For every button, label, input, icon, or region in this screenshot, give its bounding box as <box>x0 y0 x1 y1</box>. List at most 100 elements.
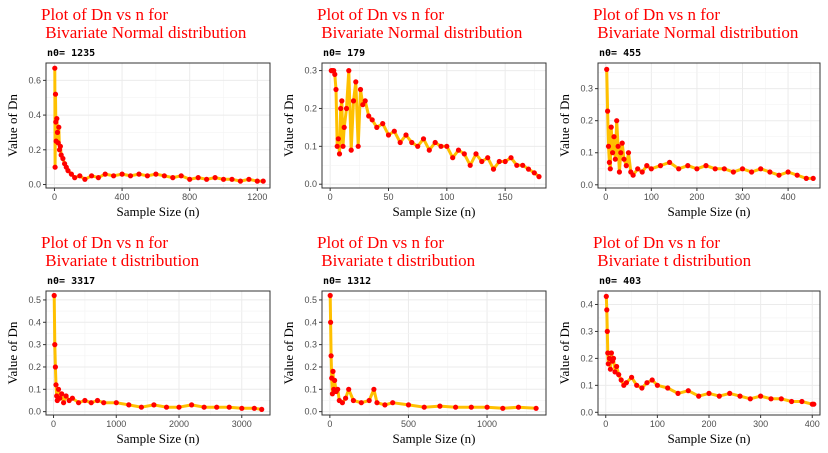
data-point <box>346 68 352 74</box>
x-tick-label: 0 <box>603 192 608 202</box>
data-point <box>178 173 184 179</box>
y-tick-label: 0.3 <box>580 326 593 336</box>
x-axis-title: Sample Size (n) <box>667 204 750 219</box>
data-point <box>226 404 232 410</box>
y-axis-title: Value of Dn <box>557 321 572 384</box>
data-point <box>113 400 119 406</box>
x-tick-label: 500 <box>401 419 416 429</box>
data-point <box>89 173 95 179</box>
x-tick-label: 150 <box>498 192 513 202</box>
data-point <box>57 143 64 149</box>
data-point <box>69 395 75 401</box>
data-point <box>604 328 610 334</box>
data-point <box>608 124 614 130</box>
data-point <box>327 292 333 299</box>
y-tick-label: 0.4 <box>580 299 593 309</box>
data-point <box>623 380 629 386</box>
plot-border <box>45 62 271 189</box>
chart-panel-2: Plot of Dn vs n for Bivariate Normal dis… <box>281 5 547 219</box>
data-point <box>630 172 636 178</box>
data-point <box>151 402 157 408</box>
y-tick-label: 0.3 <box>580 84 593 94</box>
data-point <box>473 151 479 157</box>
data-point <box>485 155 491 161</box>
plot-border <box>321 62 547 189</box>
data-point <box>385 132 392 138</box>
data-point <box>605 143 612 149</box>
y-tick-label: 0.0 <box>580 407 593 417</box>
chart-title-line1: Plot of Dn vs n for <box>317 5 444 24</box>
data-point <box>789 398 795 405</box>
series-line <box>331 69 540 178</box>
x-tick-label: 300 <box>735 192 750 202</box>
data-point <box>479 158 485 165</box>
data-point <box>612 369 618 375</box>
data-point <box>767 169 773 175</box>
y-tick-label: 0.1 <box>304 141 317 151</box>
y-axis-title: Value of Dn <box>281 94 296 157</box>
x-tick-label: 50 <box>383 192 393 202</box>
data-point <box>214 404 220 410</box>
chart-subtitle: n0= 1235 <box>47 48 95 59</box>
data-point <box>432 139 438 146</box>
data-point <box>610 355 617 361</box>
data-point <box>438 143 444 149</box>
data-point <box>52 65 58 71</box>
y-tick-label: 0.0 <box>28 407 41 417</box>
chart-title-line2: Bivariate Normal distribution <box>593 23 799 42</box>
data-point <box>239 405 245 411</box>
data-point <box>72 175 78 181</box>
x-tick-label: 400 <box>781 192 796 202</box>
data-point <box>382 402 388 408</box>
data-point <box>444 143 450 149</box>
data-point <box>618 150 624 156</box>
data-point <box>639 385 645 391</box>
x-tick-label: 200 <box>701 419 716 429</box>
x-axis-title: Sample Size (n) <box>116 431 199 446</box>
x-tick-label: 100 <box>439 192 454 202</box>
data-point <box>758 166 764 172</box>
data-point <box>450 155 456 161</box>
x-tick-label: 0 <box>51 419 56 429</box>
x-tick-label: 200 <box>689 192 704 202</box>
chart-subtitle: n0= 403 <box>599 276 641 287</box>
y-tick-label: 0.6 <box>28 75 41 85</box>
y-tick-label: 0.3 <box>304 340 317 350</box>
data-point <box>246 176 252 182</box>
data-point <box>657 163 664 169</box>
data-point <box>727 390 733 396</box>
data-point <box>56 124 62 130</box>
plot-border <box>45 290 271 416</box>
data-point <box>237 178 243 184</box>
data-point <box>374 400 380 406</box>
data-point <box>340 143 346 149</box>
data-point <box>335 386 341 392</box>
y-axis-title: Value of Dn <box>557 94 572 157</box>
data-point <box>778 396 784 402</box>
data-point <box>63 393 69 399</box>
chart-panel-4: Plot of Dn vs n for Bivariate t distribu… <box>5 233 271 446</box>
chart-title-line1: Plot of Dn vs n for <box>593 5 720 24</box>
data-point <box>606 159 612 165</box>
y-tick-label: 0.0 <box>580 180 593 190</box>
data-point <box>614 118 620 124</box>
chart-subtitle: n0= 455 <box>599 48 641 59</box>
data-point <box>675 390 681 396</box>
y-tick-label: 0.2 <box>304 103 317 113</box>
data-point <box>623 163 629 169</box>
data-point <box>52 91 59 97</box>
chart-subtitle: n0= 1312 <box>323 276 371 287</box>
data-point <box>391 128 397 134</box>
data-point <box>703 163 709 169</box>
data-point <box>350 98 357 104</box>
data-point <box>397 139 403 146</box>
data-point <box>189 402 195 408</box>
series-line <box>328 295 537 410</box>
data-point <box>176 404 182 410</box>
data-point <box>335 136 341 142</box>
data-point <box>490 166 497 172</box>
x-axis-title: Sample Size (n) <box>116 204 199 219</box>
chart-title-line1: Plot of Dn vs n for <box>41 233 168 252</box>
y-tick-label: 0.4 <box>28 110 41 120</box>
data-point <box>111 173 117 179</box>
